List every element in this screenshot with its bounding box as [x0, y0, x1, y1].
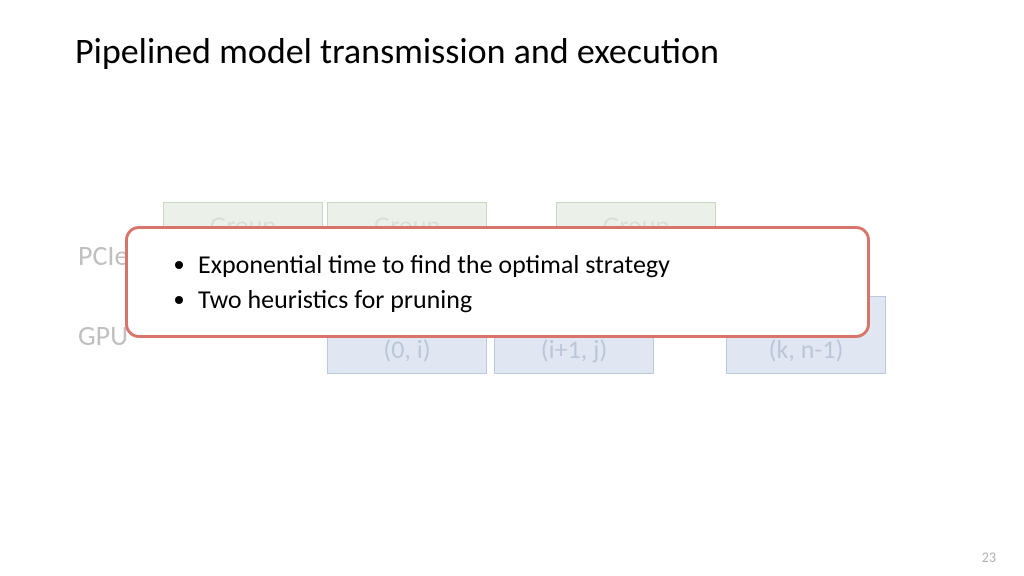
box-text: (i+1, j)	[541, 335, 607, 365]
callout-list: Exponential time to find the optimal str…	[158, 247, 837, 317]
callout-box: Exponential time to find the optimal str…	[125, 226, 870, 338]
slide-title: Pipelined model transmission and executi…	[75, 30, 875, 73]
box-text: (0, i)	[383, 335, 430, 365]
callout-item: Two heuristics for pruning	[198, 282, 837, 317]
box-text: (k, n-1)	[769, 335, 844, 365]
pcie-label: PCIe	[78, 238, 128, 273]
page-number: 23	[982, 549, 996, 566]
callout-item: Exponential time to find the optimal str…	[198, 247, 837, 282]
gpu-label: GPU	[78, 318, 128, 353]
